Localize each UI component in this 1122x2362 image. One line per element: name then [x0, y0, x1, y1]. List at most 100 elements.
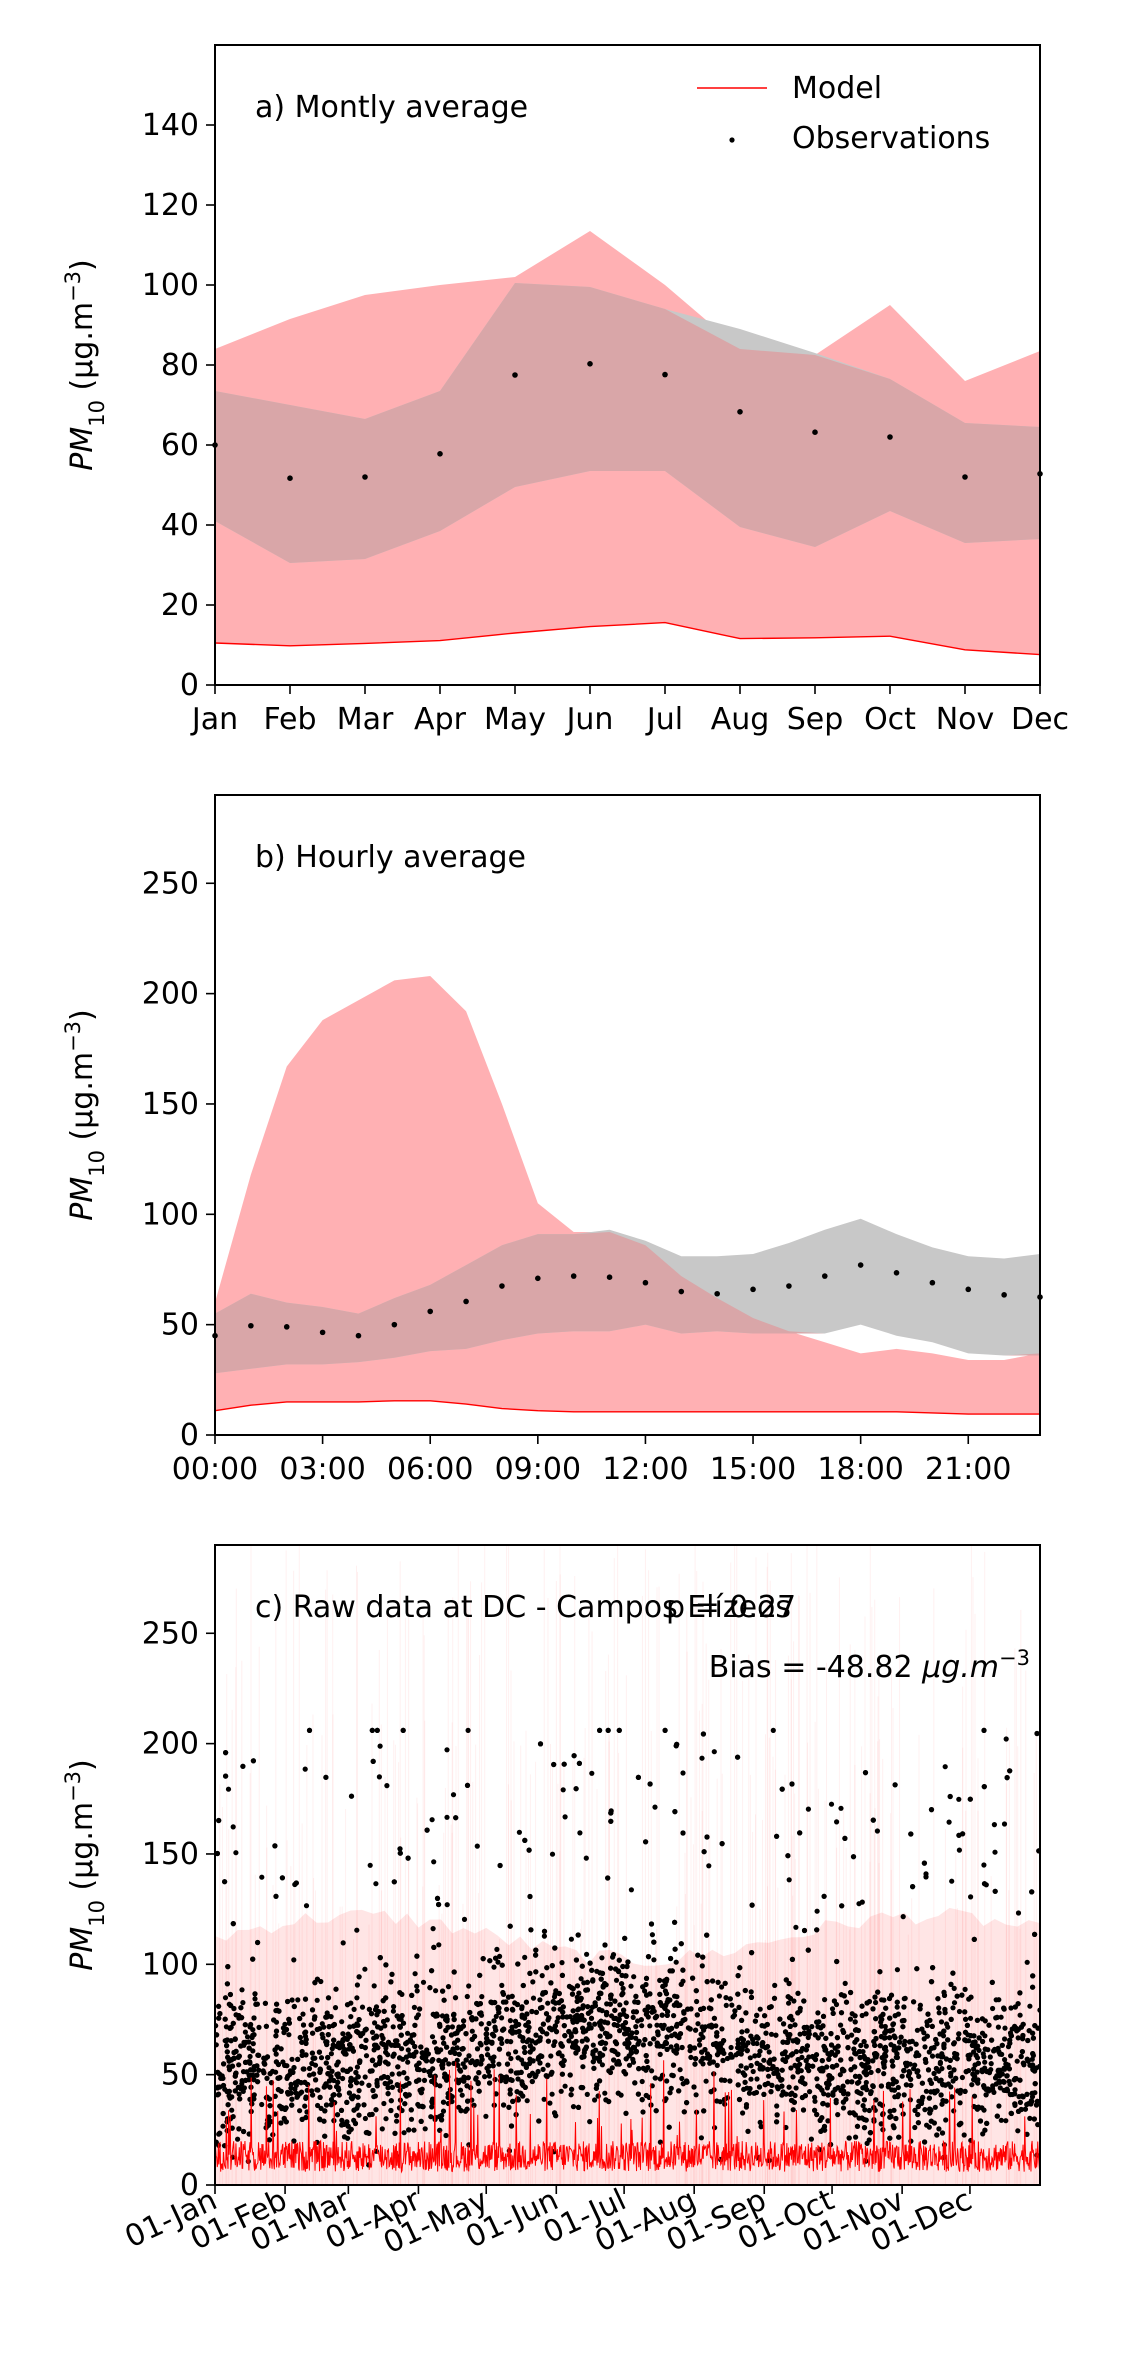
raw-observation-point — [971, 2066, 977, 2072]
raw-observation-point — [714, 2062, 720, 2068]
raw-observation-point — [790, 2107, 796, 2113]
raw-observation-point — [961, 2132, 967, 2138]
raw-observation-point — [520, 1982, 526, 1989]
raw-observation-point — [787, 2032, 793, 2038]
raw-observation-point — [924, 2033, 930, 2039]
raw-observation-point — [1017, 2012, 1023, 2018]
raw-observation-point — [931, 2070, 937, 2077]
raw-observation-point — [742, 2072, 748, 2078]
raw-observation-point — [804, 2043, 811, 2049]
raw-observation-point — [691, 2045, 698, 2051]
raw-observation-point — [644, 2058, 650, 2064]
raw-observation-point — [757, 2006, 763, 2012]
raw-observation-point — [856, 2115, 862, 2121]
raw-observation-point — [767, 2057, 774, 2063]
raw-observation-point — [254, 2072, 260, 2078]
raw-observation-point — [700, 1731, 707, 1737]
raw-observation-point — [814, 1908, 820, 1914]
raw-observation-point — [474, 2000, 480, 2007]
raw-observation-point — [907, 2039, 913, 2045]
raw-observation-point — [355, 2102, 361, 2108]
raw-observation-point — [303, 2036, 309, 2043]
raw-observation-point — [863, 2066, 869, 2072]
raw-observation-point — [1024, 2091, 1030, 2097]
monthly-band-overlap — [215, 283, 1040, 563]
raw-observation-point — [516, 1829, 523, 1835]
raw-observation-point — [510, 2007, 516, 2013]
raw-observation-point — [862, 1770, 869, 1776]
raw-observation-point — [631, 1974, 637, 1980]
raw-observation-point — [430, 2011, 436, 2017]
raw-observation-point — [522, 2015, 528, 2021]
y-label-unit: (μg.m — [65, 1052, 100, 1150]
raw-observation-point — [672, 1809, 678, 1815]
raw-observation-point — [769, 2066, 775, 2072]
raw-observation-point — [423, 2054, 429, 2060]
raw-observation-point — [647, 1781, 653, 1787]
raw-observation-point — [507, 1923, 513, 1929]
raw-observation-point — [520, 2035, 526, 2041]
raw-observation-point — [362, 2074, 368, 2080]
raw-observation-point — [830, 2010, 836, 2016]
raw-observation-point — [400, 1727, 406, 1733]
raw-observation-point — [992, 1849, 998, 1855]
raw-observation-point — [954, 2051, 960, 2057]
raw-observation-point — [600, 1983, 606, 1989]
raw-observation-point — [222, 2016, 228, 2022]
hourly-observation-point — [642, 1279, 649, 1286]
raw-observation-point — [1030, 1984, 1036, 1990]
raw-observation-point — [943, 2056, 950, 2062]
raw-observation-point — [246, 2045, 252, 2051]
raw-observation-point — [749, 1950, 755, 1956]
raw-observation-point — [812, 2098, 818, 2104]
raw-observation-point — [688, 2054, 694, 2060]
raw-observation-point — [761, 2091, 767, 2097]
raw-observation-point — [877, 2043, 883, 2049]
raw-observation-point — [640, 2042, 647, 2048]
hourly-ytick-label: 100 — [142, 1197, 199, 1232]
raw-observation-point — [680, 1967, 686, 1973]
raw-observation-point — [374, 2080, 380, 2086]
raw-correlation-text: p = 0.27 — [666, 1590, 796, 1625]
raw-observation-point — [723, 1995, 729, 2001]
y-label-sub: 10 — [85, 1900, 109, 1927]
raw-observation-point — [474, 1843, 480, 1849]
raw-observation-point — [573, 2050, 579, 2056]
raw-observation-point — [855, 2099, 861, 2105]
raw-observation-point — [659, 2072, 666, 2078]
raw-observation-point — [934, 2088, 940, 2094]
raw-y-axis-label: PM10 (μg.m−3) — [61, 1759, 109, 1971]
raw-observation-point — [496, 2061, 502, 2067]
raw-observation-point — [584, 2091, 590, 2097]
raw-observation-point — [503, 2074, 509, 2080]
raw-observation-point — [750, 2068, 756, 2075]
raw-observation-point — [845, 2045, 851, 2051]
raw-observation-point — [788, 2065, 794, 2071]
raw-observation-point — [300, 2022, 307, 2028]
raw-observation-point — [222, 1879, 228, 1885]
raw-observation-point — [624, 1963, 630, 1970]
raw-observation-point — [389, 1971, 395, 1977]
raw-observation-point — [768, 2004, 774, 2010]
raw-observation-point — [668, 2085, 674, 2091]
raw-observation-point — [519, 2004, 525, 2010]
raw-observation-point — [604, 2009, 610, 2016]
raw-observation-point — [465, 2098, 471, 2104]
raw-observation-point — [344, 2099, 350, 2105]
raw-observation-point — [667, 2090, 673, 2096]
raw-observation-point — [807, 2089, 813, 2095]
raw-observation-point — [1024, 2056, 1030, 2062]
raw-observation-point — [492, 2024, 498, 2030]
raw-observation-point — [616, 2016, 622, 2022]
raw-observation-point — [250, 2032, 256, 2038]
raw-observation-point — [1007, 2091, 1014, 2098]
raw-observation-point — [585, 2004, 591, 2010]
raw-observation-point — [299, 2039, 305, 2045]
y-label-close: ) — [65, 259, 100, 271]
raw-observation-point — [430, 1926, 436, 1932]
raw-observation-point — [744, 2048, 750, 2054]
raw-observation-point — [647, 2041, 653, 2047]
raw-observation-point — [529, 2008, 535, 2015]
raw-observation-point — [643, 2067, 649, 2073]
raw-observation-point — [340, 1940, 346, 1946]
